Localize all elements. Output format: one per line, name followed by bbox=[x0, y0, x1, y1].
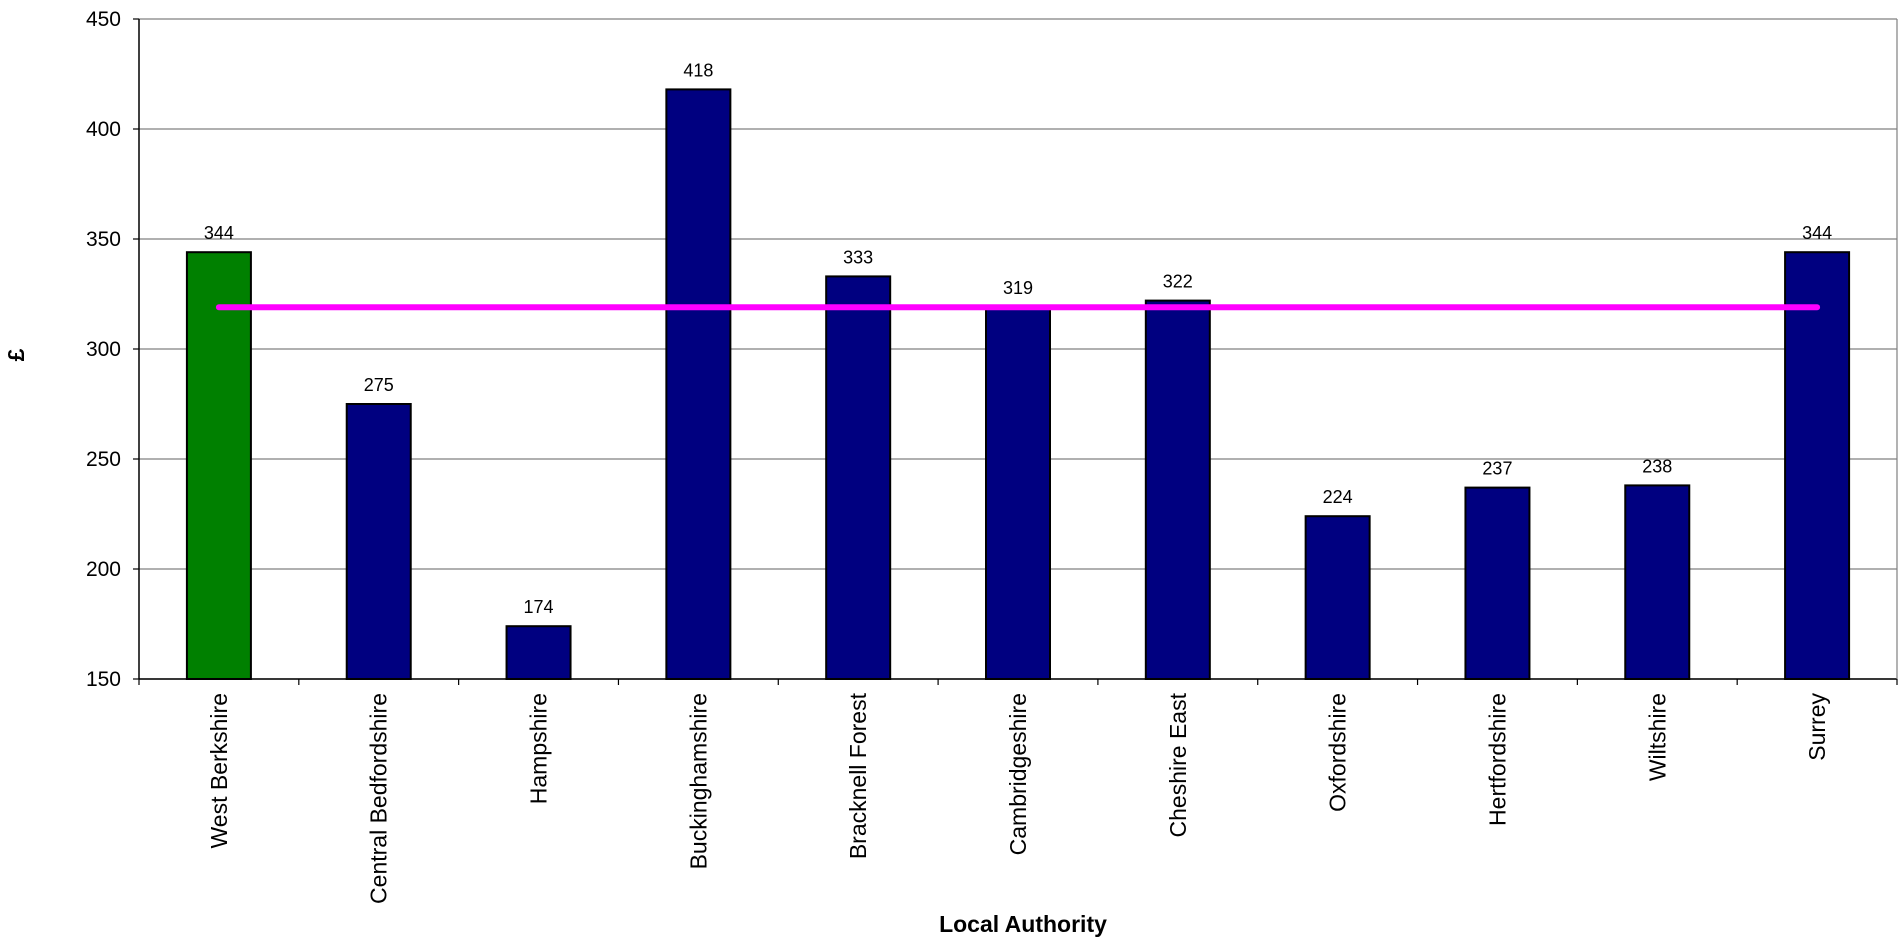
x-category-labels: West Berkshire Central Bedfordshire Hampsh… bbox=[206, 692, 1830, 904]
y-tick-labels: 150 200 250 300 350 400 450 bbox=[86, 8, 121, 691]
data-label: 319 bbox=[1003, 278, 1033, 298]
data-label: 322 bbox=[1163, 272, 1193, 292]
bar bbox=[345, 403, 412, 680]
bar bbox=[1304, 515, 1371, 681]
bar bbox=[185, 251, 252, 680]
bar bbox=[1464, 486, 1531, 680]
y-tick-label: 400 bbox=[86, 118, 121, 141]
category-label: Bracknell Forest bbox=[845, 692, 871, 859]
data-label: 275 bbox=[364, 375, 394, 395]
data-labels: 344 275 174 418 333 319 322 224 237 238 344 bbox=[204, 60, 1832, 617]
bars bbox=[185, 88, 1851, 681]
y-tick-label: 200 bbox=[86, 558, 121, 581]
data-label: 418 bbox=[683, 60, 713, 80]
x-axis-title: Local Authority bbox=[939, 911, 1107, 937]
category-label: Hertfordshire bbox=[1484, 693, 1510, 826]
category-label: Hampshire bbox=[526, 693, 552, 804]
category-label: Cheshire East bbox=[1165, 692, 1191, 837]
bar bbox=[985, 306, 1051, 680]
category-label: Surrey bbox=[1804, 693, 1830, 761]
data-label: 224 bbox=[1323, 487, 1353, 507]
category-label: Cambridgeshire bbox=[1005, 693, 1031, 855]
bar bbox=[1624, 484, 1691, 680]
bar bbox=[1144, 299, 1211, 680]
y-tick-label: 350 bbox=[86, 228, 121, 251]
category-label: Oxfordshire bbox=[1325, 693, 1351, 812]
data-label: 333 bbox=[843, 247, 873, 267]
y-tick-label: 150 bbox=[86, 668, 121, 691]
category-label: Central Bedfordshire bbox=[366, 693, 392, 904]
y-axis-title: £ bbox=[3, 348, 29, 361]
y-tick-label: 250 bbox=[86, 448, 121, 471]
category-label: Buckinghamshire bbox=[685, 693, 711, 869]
data-label: 238 bbox=[1642, 456, 1672, 476]
y-tick-label: 300 bbox=[86, 338, 121, 361]
data-label: 344 bbox=[1802, 223, 1832, 243]
data-label: 344 bbox=[204, 223, 234, 243]
bar bbox=[665, 88, 732, 680]
data-label: 174 bbox=[524, 597, 554, 617]
bar bbox=[825, 275, 892, 680]
axes bbox=[138, 19, 1898, 685]
data-label: 237 bbox=[1482, 459, 1512, 479]
category-label: Wiltshire bbox=[1644, 693, 1670, 781]
y-tick-label: 450 bbox=[86, 8, 121, 31]
bar bbox=[505, 625, 572, 681]
bar bbox=[1784, 251, 1851, 680]
category-label: West Berkshire bbox=[206, 693, 232, 849]
